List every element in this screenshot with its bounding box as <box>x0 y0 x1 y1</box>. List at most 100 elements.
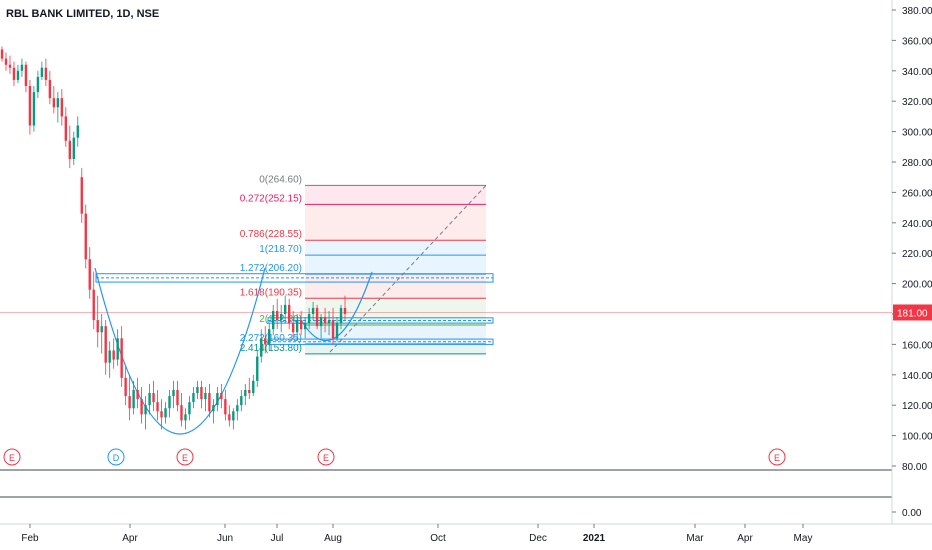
candle-body <box>24 64 28 86</box>
candle-body <box>188 402 191 415</box>
candle-body <box>44 67 48 80</box>
event-marker-label: E <box>9 453 15 463</box>
candle-body <box>72 137 75 159</box>
candle-body <box>224 399 227 415</box>
candle-body <box>108 350 111 363</box>
fib-level-label: 1.272(206.20) <box>240 263 302 274</box>
candle-body <box>8 64 12 68</box>
candle-body <box>283 304 287 314</box>
candle-body <box>160 411 163 418</box>
time-tick-label: Feb <box>21 533 39 544</box>
candle-body <box>220 393 223 400</box>
price-tick-label: 220.00 <box>902 249 932 260</box>
candle-body <box>124 377 127 397</box>
time-tick-label: Aug <box>324 533 342 544</box>
candle-body <box>252 380 255 394</box>
candle-body <box>104 326 107 363</box>
candle-body <box>248 390 251 394</box>
candle-body <box>319 317 323 327</box>
price-tick-label: 200.00 <box>902 280 932 291</box>
fib-level-label: 2.414(153.80) <box>240 343 302 354</box>
candle-body <box>168 396 171 409</box>
candle-body <box>68 140 71 159</box>
time-tick-label: Oct <box>430 533 446 544</box>
fib-level-label: 0.272(252.15) <box>240 193 302 204</box>
fib-trend-line <box>329 185 487 353</box>
candle-body <box>184 414 187 421</box>
candle-body <box>236 405 239 412</box>
candle-body <box>228 414 231 421</box>
candle-body <box>212 405 215 412</box>
candle-body <box>327 320 331 324</box>
price-tick-label: 80.00 <box>902 462 927 473</box>
candle-body <box>272 310 275 330</box>
current-price-badge <box>893 304 932 321</box>
candle-body <box>299 320 303 330</box>
candle-body <box>84 213 87 260</box>
candle-body <box>36 76 40 93</box>
time-tick-label: Jul <box>271 533 284 544</box>
candle-body <box>92 289 95 321</box>
candle-body <box>180 405 183 421</box>
dividend-marker <box>107 448 125 466</box>
candle-body <box>339 307 343 324</box>
candle-body <box>112 350 115 360</box>
event-marker-label: E <box>323 453 329 463</box>
candle-body <box>40 67 44 77</box>
volume-tick-label: 0.00 <box>902 508 922 519</box>
fib-zone <box>305 185 486 205</box>
candle-body <box>196 386 199 394</box>
candle-body <box>303 323 307 330</box>
price-tick-label: 240.00 <box>902 219 932 230</box>
event-marker-label: E <box>182 453 188 463</box>
candle-body <box>56 98 60 108</box>
candle-body <box>60 98 64 117</box>
candle-body <box>0 49 4 59</box>
earnings-marker <box>768 448 786 466</box>
price-tick-label: 260.00 <box>902 188 932 199</box>
price-tick-label: 320.00 <box>902 97 932 108</box>
candle-body <box>4 58 8 65</box>
price-tick-label: 300.00 <box>902 128 932 139</box>
price-tick-label: 140.00 <box>902 371 932 382</box>
price-tick-label: 100.00 <box>902 432 932 443</box>
fib-level-label: 0.786(228.55) <box>240 229 302 240</box>
time-tick-label: 2021 <box>583 533 606 544</box>
fib-zone <box>305 343 486 354</box>
candle-body <box>315 307 319 327</box>
candle-body <box>295 320 299 333</box>
candle-body <box>279 314 283 321</box>
candle-body <box>140 399 143 415</box>
candle-body <box>48 79 52 99</box>
candle-body <box>200 386 203 400</box>
candle-body <box>76 125 79 138</box>
candle-body <box>244 390 247 397</box>
current-price-label: 181.00 <box>897 308 928 319</box>
fib-level-label: 1(218.70) <box>259 244 302 255</box>
candle-body <box>256 356 259 381</box>
candle-body <box>136 390 139 400</box>
candle-body <box>204 393 207 400</box>
time-tick-label: Jun <box>217 533 233 544</box>
event-marker-label: E <box>774 453 780 463</box>
candle-body <box>88 259 91 290</box>
candle-body <box>156 402 159 412</box>
candle-body <box>80 177 83 214</box>
handle-curve <box>299 271 373 342</box>
candle-body <box>148 393 151 406</box>
fib-level-label: 0(264.60) <box>259 174 302 185</box>
candle-body <box>335 323 339 339</box>
price-tick-label: 280.00 <box>902 158 932 169</box>
candle-body <box>260 338 263 357</box>
candle-body <box>100 326 103 333</box>
price-tick-label: 120.00 <box>902 401 932 412</box>
candle-body <box>216 393 219 406</box>
candle-body <box>232 411 235 421</box>
candle-body <box>176 390 179 406</box>
price-tick-label: 360.00 <box>902 36 932 47</box>
time-tick-label: Apr <box>737 533 753 544</box>
earnings-marker <box>176 448 194 466</box>
fib-zone <box>305 274 486 299</box>
candle-body <box>311 307 315 314</box>
